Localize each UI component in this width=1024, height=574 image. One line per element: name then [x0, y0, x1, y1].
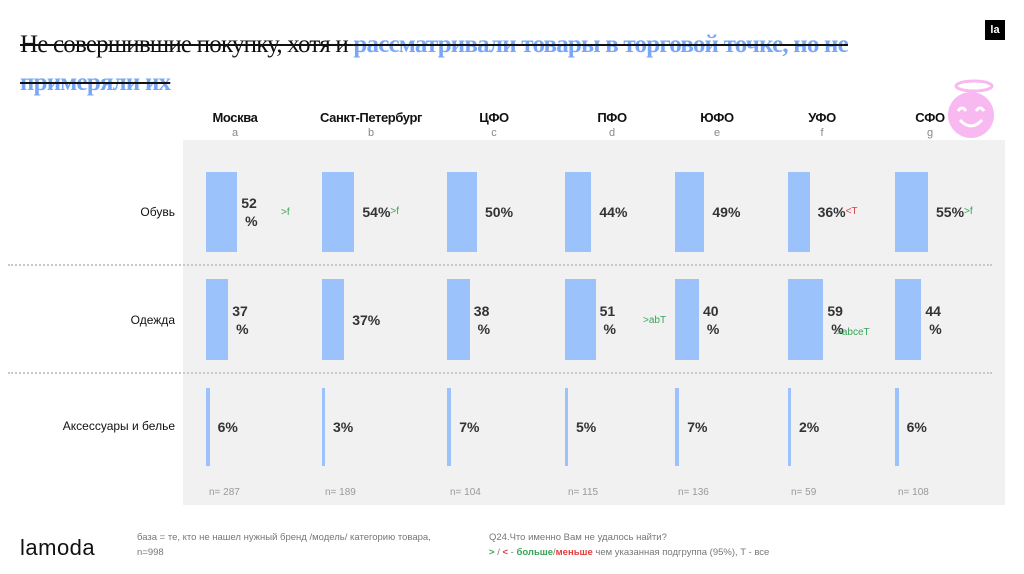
value-label: 7%	[687, 419, 708, 435]
bar	[322, 279, 345, 360]
significance-tag: >f	[390, 206, 400, 217]
sample-size: n= 115	[568, 487, 599, 498]
legend-slash: /	[553, 547, 556, 558]
bar	[788, 279, 824, 360]
column-letter: b	[367, 127, 375, 139]
bar	[447, 279, 470, 360]
column-header: ЮФО	[700, 110, 734, 125]
value-label: 37%	[352, 311, 381, 328]
value-label: 36%	[817, 204, 846, 220]
bar	[565, 388, 568, 466]
value-label: 3%	[333, 419, 354, 435]
bar	[895, 388, 899, 466]
column-header: ЦФО	[479, 110, 509, 125]
bar	[788, 388, 791, 466]
bar	[788, 172, 810, 252]
value-label: 6%	[217, 419, 238, 435]
column-header: Москва	[212, 110, 258, 125]
value-label: 44%	[599, 204, 628, 220]
row-label: Аксессуары и белье	[62, 419, 175, 433]
value-label: 5%	[576, 419, 597, 435]
value-label: 55%	[936, 204, 965, 220]
value-label: 59 %	[827, 302, 844, 337]
significance-tag: <T	[845, 206, 858, 217]
base-text: база = те, кто не нашел нужный бренд /мо…	[137, 532, 431, 543]
row-label: Одежда	[130, 313, 175, 327]
question-note: Q24.Что именно Вам не удалось найти? > / …	[489, 530, 769, 560]
value-label: 2%	[799, 419, 820, 435]
row-divider	[8, 264, 992, 266]
significance-tag: >f	[281, 207, 290, 218]
column-header: СФО	[915, 110, 945, 125]
bar	[206, 388, 210, 466]
column-header: УФО	[808, 110, 836, 125]
bar	[565, 172, 592, 252]
significance-tag: >f	[964, 206, 973, 217]
sample-size: n= 287	[209, 487, 240, 498]
value-label: 52 %	[241, 195, 258, 229]
value-label: 37 %	[232, 302, 249, 337]
bar	[206, 172, 238, 252]
value-label: 40 %	[703, 302, 720, 337]
bar	[675, 279, 699, 360]
column-letter: d	[608, 127, 616, 139]
slide-title: Не совершившие покупку, хотя и рассматри…	[20, 26, 960, 102]
column-header: Санкт-Петербург	[319, 110, 423, 125]
bar	[895, 172, 928, 252]
question-text: Q24.Что именно Вам не удалось найти?	[489, 532, 667, 543]
row-label: Обувь	[140, 205, 175, 219]
value-label: 7%	[459, 419, 480, 435]
title-part1: Не совершившие покупку, хотя и	[20, 31, 354, 58]
column-letter: a	[231, 127, 239, 139]
sample-size: n= 189	[325, 487, 356, 498]
significance-legend: > / < - больше/меньше чем указанная подг…	[489, 545, 769, 560]
column-letter: c	[491, 127, 497, 139]
legend-less-symbol: <	[502, 547, 509, 558]
legend-rest: чем указанная подгруппа (95%), T - все	[592, 547, 770, 558]
legend-more-symbol: >	[489, 547, 495, 558]
value-label: 49%	[712, 204, 741, 220]
value-label: 38 %	[473, 302, 491, 337]
angel-smiley-icon	[948, 79, 994, 138]
title-part2: рассматривали товары в торговой точке, н…	[20, 31, 849, 96]
bar	[322, 172, 355, 252]
column-header: ПФО	[597, 110, 627, 125]
value-label: 44 %	[925, 302, 942, 337]
legend-less: меньше	[555, 547, 593, 558]
legend-dash: -	[508, 547, 517, 558]
base-note: база = те, кто не нашел нужный бренд /мо…	[137, 530, 431, 560]
significance-tag: >abT	[643, 315, 667, 326]
sample-size: n= 108	[898, 487, 929, 498]
legend-sep: /	[494, 547, 503, 558]
value-label: 51 %	[599, 302, 616, 337]
significance-tag: >abceT	[836, 327, 870, 338]
sample-size: n= 136	[678, 487, 709, 498]
bar	[895, 279, 922, 360]
bar	[675, 172, 705, 252]
base-n: n=998	[137, 547, 164, 558]
bar	[322, 388, 325, 466]
row-divider	[8, 372, 992, 374]
bar	[447, 172, 477, 252]
value-label: 54%	[362, 204, 391, 220]
sample-size: n= 59	[791, 487, 817, 498]
bar	[565, 279, 596, 360]
column-letter: g	[926, 127, 934, 139]
logo-mark: la	[985, 20, 1005, 40]
bar	[206, 279, 229, 360]
sample-size: n= 104	[450, 487, 481, 498]
value-label: 50%	[485, 204, 514, 220]
value-label: 6%	[906, 419, 927, 435]
column-letter: f	[820, 127, 824, 139]
column-letter: e	[713, 127, 721, 139]
lamoda-logo: lamoda	[20, 535, 96, 560]
legend-more: больше	[516, 547, 554, 558]
bar	[675, 388, 680, 466]
bar	[447, 388, 452, 466]
